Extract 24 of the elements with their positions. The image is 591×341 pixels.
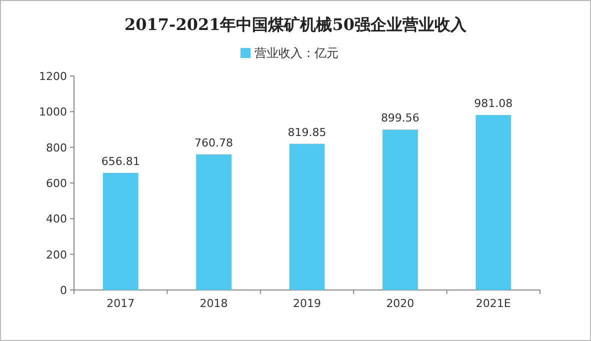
bar bbox=[476, 115, 512, 290]
y-tick-label: 600 bbox=[46, 177, 67, 190]
data-label: 760.78 bbox=[194, 136, 234, 150]
y-tick-label: 0 bbox=[60, 284, 67, 297]
bar bbox=[196, 154, 232, 290]
chart-title: 2017-2021年中国煤矿机械50强企业营业收入 bbox=[124, 15, 468, 34]
data-label: 656.81 bbox=[101, 154, 140, 168]
bar bbox=[382, 130, 418, 290]
legend-label: 营业收入：亿元 bbox=[254, 46, 338, 60]
bar bbox=[289, 144, 325, 290]
y-tick-label: 1000 bbox=[39, 106, 67, 119]
y-tick-label: 400 bbox=[46, 212, 67, 226]
x-tick-label: 2018 bbox=[200, 297, 228, 310]
data-label: 899.56 bbox=[380, 112, 420, 125]
x-tick-label: 2017 bbox=[106, 297, 135, 310]
x-tick-label: 2020 bbox=[386, 297, 414, 310]
data-label: 981.08 bbox=[474, 97, 513, 110]
x-tick-label: 2019 bbox=[293, 297, 321, 310]
y-tick-label: 200 bbox=[46, 248, 67, 262]
bar bbox=[102, 172, 138, 290]
x-tick-label: 2021E bbox=[476, 297, 511, 310]
y-tick-label: 1200 bbox=[39, 70, 67, 83]
data-label: 819.85 bbox=[288, 126, 326, 139]
y-tick-label: 800 bbox=[46, 141, 67, 154]
